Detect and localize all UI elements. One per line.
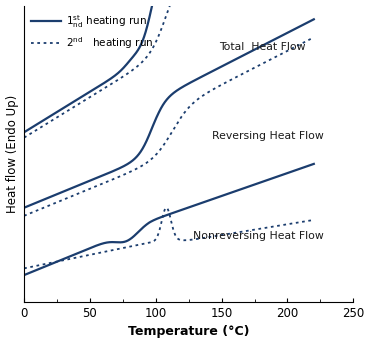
Text: Nonreversing Heat Flow: Nonreversing Heat Flow [193, 231, 323, 241]
Text: Total  Heat Flow: Total Heat Flow [219, 42, 306, 52]
Y-axis label: Heat flow (Endo Up): Heat flow (Endo Up) [6, 95, 18, 213]
Text: Reversing Heat Flow: Reversing Heat Flow [212, 131, 324, 141]
Legend: $1_{\mathrm{nd}}^{\mathrm{st}}$ heating run, $2^{\mathrm{nd}}$   heating run: $1_{\mathrm{nd}}^{\mathrm{st}}$ heating … [29, 11, 155, 53]
X-axis label: Temperature (°C): Temperature (°C) [128, 325, 249, 338]
